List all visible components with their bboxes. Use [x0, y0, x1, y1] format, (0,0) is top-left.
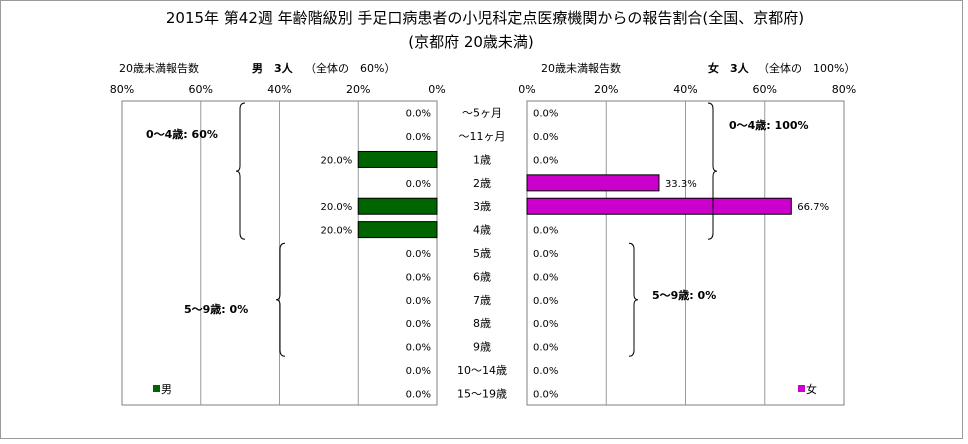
- age-category-label: ～5ヶ月: [462, 107, 502, 120]
- male-5-9-bracket: [275, 242, 286, 357]
- female-value-label: 0.0%: [533, 272, 558, 283]
- female-value-label: 0.0%: [533, 132, 558, 143]
- female-value-label: 0.0%: [533, 319, 558, 330]
- male-tick-label: 80%: [110, 83, 134, 96]
- age-category-label: 4歳: [473, 224, 491, 237]
- female-tick-label: 20%: [594, 83, 618, 96]
- male-tick-label: 40%: [267, 83, 291, 96]
- female-5-9-annotation: 5～9歳: 0%: [652, 288, 716, 302]
- female-bars: [526, 174, 792, 215]
- male-tick-label: 0%: [428, 83, 445, 96]
- age-category-label: 5歳: [473, 247, 491, 260]
- male-legend-label: 男: [161, 383, 172, 396]
- female-tick-label: 60%: [753, 83, 777, 96]
- female-tick-label: 40%: [673, 83, 697, 96]
- male-value-label: 0.0%: [406, 249, 431, 260]
- chart-subtitle: (京都府 20歳未満): [408, 33, 534, 51]
- male-header-count: 男 3人: [252, 61, 294, 75]
- male-bar: [357, 197, 438, 215]
- female-value-label: 0.0%: [533, 109, 558, 120]
- age-category-label: 3歳: [473, 200, 491, 213]
- male-value-label: 0.0%: [406, 109, 431, 120]
- age-category-label: 1歳: [473, 153, 491, 166]
- female-value-label: 0.0%: [533, 343, 558, 354]
- age-category-label: 10～14歳: [457, 364, 507, 377]
- male-header-ratio: （全体の 60%）: [305, 61, 395, 75]
- male-bar: [357, 221, 438, 239]
- male-value-label: 0.0%: [406, 296, 431, 307]
- age-category-labels: ～5ヶ月 ～11ヶ月 1歳 2歳 3歳 4歳 5歳 6歳 7歳 8歳 9歳 10～14歳 15～19歳: [457, 107, 507, 401]
- female-value-labels: 0.0% 0.0% 0.0% 33.3% 66.7% 0.0% 0.0% 0.0% 0.0% 0.…: [533, 109, 829, 401]
- male-0-4-annotation: 0～4歳: 60%: [146, 127, 218, 141]
- male-tick-label: 60%: [189, 83, 213, 96]
- female-tick-label: 80%: [832, 83, 856, 96]
- male-bars: [357, 150, 438, 239]
- female-legend-swatch: [798, 385, 805, 392]
- female-0-4-bracket: [707, 102, 718, 240]
- chart-title: 2015年 第42週 年齢階級別 手足口病患者の小児科定点医療機関からの報告割合…: [166, 9, 804, 27]
- female-axis-ticks: 0% 20% 40% 60% 80%: [518, 83, 856, 96]
- female-0-4-annotation: 0～4歳: 100%: [729, 118, 809, 132]
- male-value-label: 0.0%: [406, 343, 431, 354]
- female-value-label: 0.0%: [533, 155, 558, 166]
- male-5-9-annotation: 5～9歳: 0%: [184, 302, 248, 316]
- female-header-count: 女 3人: [708, 61, 750, 75]
- male-value-label: 20.0%: [320, 202, 352, 213]
- age-category-label: 7歳: [473, 294, 491, 307]
- female-tick-label: 0%: [518, 83, 535, 96]
- male-tick-label: 20%: [346, 83, 370, 96]
- female-value-label: 33.3%: [665, 179, 697, 190]
- male-value-label: 0.0%: [406, 132, 431, 143]
- age-category-label: 15～19歳: [457, 387, 507, 400]
- female-panel: [526, 100, 845, 406]
- male-value-label: 20.0%: [320, 226, 352, 237]
- female-bar: [526, 197, 792, 215]
- male-value-label: 20.0%: [320, 155, 352, 166]
- age-category-label: 8歳: [473, 317, 491, 330]
- male-value-labels: 0.0% 0.0% 20.0% 0.0% 20.0% 20.0% 0.0% 0.0% 0.0% 0…: [320, 109, 431, 401]
- age-category-label: 6歳: [473, 270, 491, 283]
- female-legend-label: 女: [806, 382, 817, 396]
- male-legend-swatch: [153, 385, 160, 392]
- age-category-label: 2歳: [473, 177, 491, 190]
- female-value-label: 0.0%: [533, 389, 558, 400]
- male-axis-ticks: 80% 60% 40% 20% 0%: [110, 83, 446, 96]
- female-value-label: 0.0%: [533, 366, 558, 377]
- female-bar: [526, 174, 660, 192]
- male-value-label: 0.0%: [406, 272, 431, 283]
- female-value-label: 0.0%: [533, 249, 558, 260]
- female-value-label: 0.0%: [533, 296, 558, 307]
- female-header-ratio: （全体の 100%）: [758, 61, 855, 75]
- age-category-label: 9歳: [473, 341, 491, 354]
- male-value-label: 0.0%: [406, 319, 431, 330]
- age-group-brackets: 0～4歳: 60% 5～9歳: 0% 0～4歳: 100% 5～9歳: 0%: [146, 102, 809, 357]
- age-category-label: ～11ヶ月: [459, 130, 506, 143]
- male-value-label: 0.0%: [406, 389, 431, 400]
- male-header-label: 20歳未満報告数: [119, 62, 199, 75]
- female-value-label: 0.0%: [533, 226, 558, 237]
- female-header-label: 20歳未満報告数: [541, 62, 621, 75]
- male-value-label: 0.0%: [406, 366, 431, 377]
- female-value-label: 66.7%: [797, 202, 829, 213]
- male-0-4-bracket: [235, 102, 246, 240]
- female-5-9-bracket: [628, 242, 639, 357]
- male-bar: [357, 150, 438, 168]
- male-value-label: 0.0%: [406, 179, 431, 190]
